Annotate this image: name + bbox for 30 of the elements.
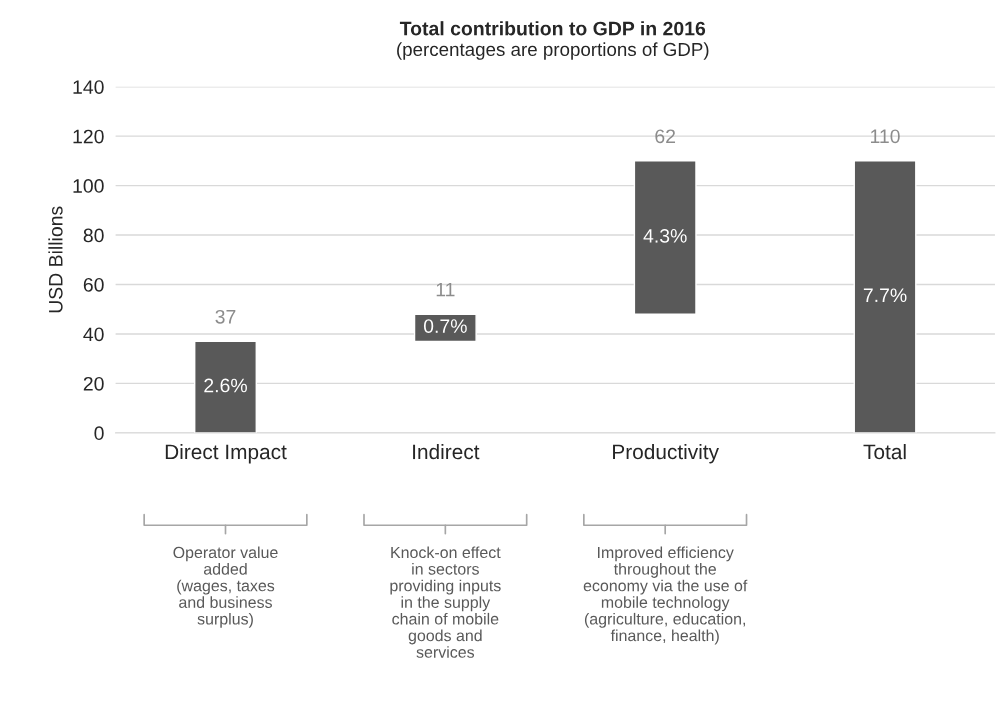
y-tick-label: 100	[73, 179, 104, 193]
y-tick-label: 20	[83, 376, 104, 391]
chart-title: Total contribution to GDP in 2016	[399, 21, 706, 36]
text: Knock-on effect in sectors providing inputs in the supply chain of mobile goods and services	[390, 546, 501, 658]
x-tick-label: Total	[863, 443, 906, 460]
annotation: 4.3%	[643, 228, 687, 243]
x-tick-label: Direct Impact	[165, 443, 287, 464]
bar	[413, 313, 477, 343]
bar	[633, 160, 697, 315]
y-axis-title: USD Billions	[48, 206, 63, 313]
x-tick-label: Indirect	[413, 443, 480, 460]
y-tick-label: 140	[73, 80, 104, 94]
text: Improved efficiency throughout the economy via the use of mobile technology (agriculture, education, finance, health)	[583, 546, 748, 645]
annotation: 7.7%	[863, 288, 907, 303]
annotation: 0.7%	[423, 319, 467, 334]
annotation: 2.6%	[204, 378, 247, 393]
x-tick-label: Productivity	[613, 443, 719, 464]
bar	[194, 340, 257, 433]
text: Operator value added (wages, taxes and business surplus)	[173, 546, 278, 628]
data-label: 110	[871, 129, 900, 144]
data-label: 62	[655, 129, 676, 144]
y-tick-label: 40	[83, 327, 104, 342]
chart-subtitle: (percentages are proportions of GDP)	[397, 42, 709, 60]
data-label: 11	[436, 282, 455, 297]
y-tick-label: 60	[83, 277, 104, 292]
bar	[853, 160, 917, 433]
y-tick-label: 0	[94, 426, 104, 441]
data-label: 37	[215, 309, 236, 324]
y-tick-label: 120	[73, 129, 104, 144]
y-tick-label: 80	[83, 228, 104, 243]
